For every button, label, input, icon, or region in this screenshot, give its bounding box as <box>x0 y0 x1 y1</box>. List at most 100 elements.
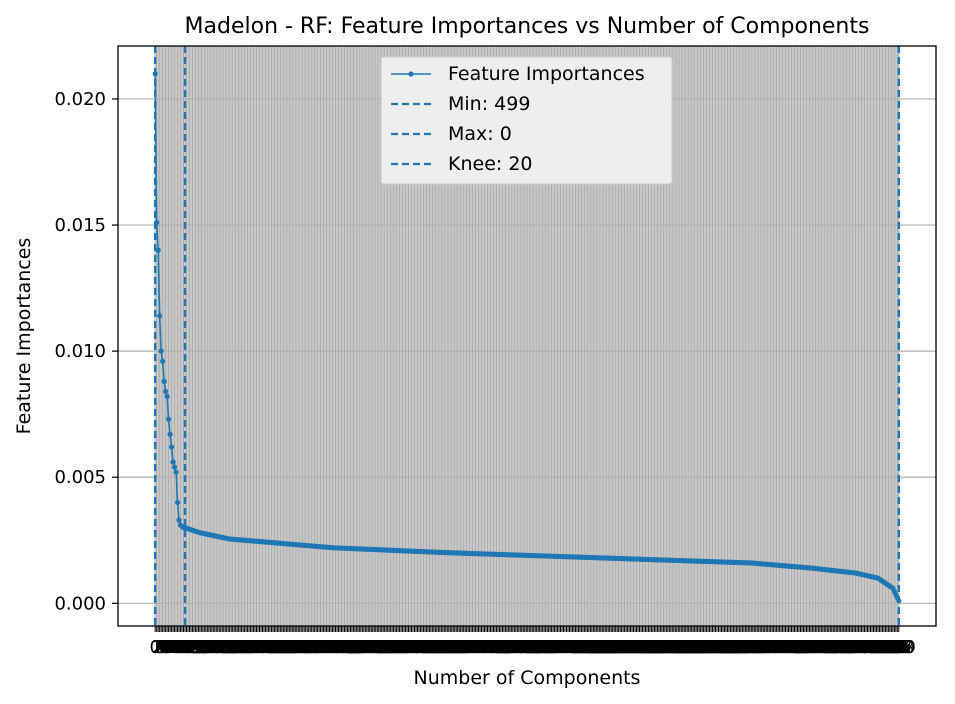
x-tick-label: 348 <box>657 637 691 658</box>
x-tick-label: 209 <box>449 637 483 658</box>
plot-frame <box>117 45 937 627</box>
x-tick-label: 434 <box>785 637 819 658</box>
x-tick-label: 266 <box>534 637 568 658</box>
x-tick-label: 449 <box>807 637 841 658</box>
x-tick-label: 73 <box>253 637 276 658</box>
x-tick-label: 144 <box>353 637 387 658</box>
x-tick-label: 146 <box>356 637 390 658</box>
data-point <box>896 598 902 604</box>
data-point <box>168 444 175 450</box>
x-tick-label: 457 <box>819 637 853 658</box>
x-tick-label: 63 <box>238 637 261 658</box>
x-tick-label: 136 <box>341 637 375 658</box>
x-tick-label: 339 <box>643 637 677 658</box>
series-feature-importances <box>152 71 902 604</box>
x-tick-label: 168 <box>388 637 422 658</box>
x-tick-label: 463 <box>828 637 862 658</box>
x-tick-label: 323 <box>619 637 653 658</box>
x-tick-label: 198 <box>433 637 467 658</box>
x-tick-label: 330 <box>630 637 664 658</box>
x-tick-label: 83 <box>267 637 290 658</box>
x-tick-label: 336 <box>639 637 673 658</box>
x-tick-label: 161 <box>378 637 412 658</box>
x-tick-label: 476 <box>847 637 881 658</box>
x-tick-label: 496 <box>877 637 911 658</box>
x-tick-label: 367 <box>685 637 719 658</box>
data-point <box>152 71 158 77</box>
x-tick-label: 212 <box>454 637 488 658</box>
x-tick-label: 390 <box>719 637 753 658</box>
x-tick-label: 276 <box>549 637 583 658</box>
x-tick-label: 326 <box>624 637 658 658</box>
x-tick-label: 350 <box>660 637 694 658</box>
x-tick-label: 142 <box>350 637 384 658</box>
x-tick-label: 105 <box>294 637 328 658</box>
x-tick-label: 167 <box>387 637 421 658</box>
x-tick-label: 365 <box>682 637 716 658</box>
x-tick-label: 143 <box>351 637 385 658</box>
x-tick-label: 412 <box>752 637 786 658</box>
x-tick-label: 419 <box>762 637 796 658</box>
x-tick-label: 372 <box>692 637 726 658</box>
x-tick-label: 345 <box>652 637 686 658</box>
x-tick-label: 124 <box>323 637 357 658</box>
x-axis-ticks: 0123456789101112131415161718192021222324… <box>149 626 916 658</box>
x-tick-label: 79 <box>261 637 284 658</box>
x-tick-label: 69 <box>247 637 270 658</box>
x-tick-label: 279 <box>554 637 588 658</box>
x-tick-label: 395 <box>727 637 761 658</box>
x-tick-label: 247 <box>506 637 540 658</box>
x-tick-label: 121 <box>318 637 352 658</box>
x-tick-label: 90 <box>278 637 301 658</box>
reference-lines <box>153 46 901 626</box>
x-tick-label: 430 <box>779 637 813 658</box>
x-tick-label: 311 <box>601 637 635 658</box>
x-tick-label: 337 <box>640 637 674 658</box>
x-tick-label: 308 <box>597 637 631 658</box>
x-tick-label: 24 <box>179 637 202 658</box>
x-tick-label: 87 <box>273 637 296 658</box>
x-tick-label: 9 <box>163 637 174 658</box>
x-tick-label: 413 <box>753 637 787 658</box>
x-tick-label: 436 <box>788 637 822 658</box>
x-tick-label: 270 <box>540 637 574 658</box>
x-tick-label: 72 <box>251 637 274 658</box>
x-tick-label: 248 <box>508 637 542 658</box>
x-tick-label: 49 <box>217 637 240 658</box>
x-tick-label: 415 <box>756 637 790 658</box>
x-tick-label: 356 <box>669 637 703 658</box>
x-tick-label: 139 <box>345 637 379 658</box>
x-tick-label: 474 <box>844 637 878 658</box>
x-tick-label: 381 <box>706 637 740 658</box>
x-tick-label: 186 <box>415 637 449 658</box>
y-tick-label: 0.000 <box>54 593 106 614</box>
legend-item-max: Max: 0 <box>391 123 512 145</box>
x-tick-label: 182 <box>409 637 443 658</box>
x-tick-label: 324 <box>621 637 655 658</box>
x-tick-label: 197 <box>432 637 466 658</box>
x-tick-label: 399 <box>733 637 767 658</box>
x-tick-label: 272 <box>543 637 577 658</box>
x-tick-label: 5 <box>157 637 168 658</box>
x-tick-label: 313 <box>604 637 638 658</box>
x-tick-label: 387 <box>715 637 749 658</box>
x-tick-label: 306 <box>594 637 628 658</box>
x-tick-label: 187 <box>417 637 451 658</box>
x-tick-label: 440 <box>794 637 828 658</box>
x-tick-label: 145 <box>354 637 388 658</box>
x-tick-label: 97 <box>288 637 311 658</box>
x-tick-label: 411 <box>750 637 784 658</box>
x-tick-label: 428 <box>776 637 810 658</box>
x-tick-label: 478 <box>850 637 884 658</box>
x-tick-label: 107 <box>297 637 331 658</box>
x-tick-label: 295 <box>578 637 612 658</box>
x-tick-label: 38 <box>200 637 223 658</box>
x-tick-label: 384 <box>710 637 744 658</box>
x-tick-label: 408 <box>746 637 780 658</box>
x-tick-label: 280 <box>555 637 589 658</box>
x-tick-label: 388 <box>716 637 750 658</box>
x-tick-label: 125 <box>324 637 358 658</box>
x-tick-label: 309 <box>598 637 632 658</box>
x-tick-label: 156 <box>370 637 404 658</box>
